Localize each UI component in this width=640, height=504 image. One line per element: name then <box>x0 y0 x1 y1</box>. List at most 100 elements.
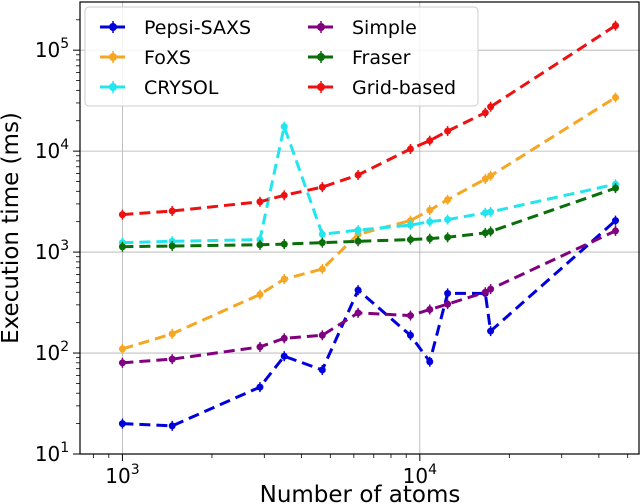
data-point <box>487 327 495 335</box>
data-point <box>426 137 434 145</box>
data-point <box>318 331 326 339</box>
data-point <box>406 221 414 229</box>
series-grid-based <box>118 20 620 220</box>
data-point <box>256 241 264 249</box>
data-point <box>426 305 434 313</box>
data-point <box>280 123 288 131</box>
data-point <box>318 265 326 273</box>
data-point <box>406 236 414 244</box>
tick-marks <box>73 19 629 461</box>
y-tick-label: 105 <box>35 36 69 62</box>
data-point <box>354 237 362 245</box>
legend-marker <box>109 83 117 91</box>
data-point <box>444 289 452 297</box>
data-point <box>487 285 495 293</box>
legend-item-crysol: CRYSOL <box>100 77 219 99</box>
series-layer <box>118 20 620 431</box>
series-fraser <box>118 183 620 252</box>
data-point <box>354 226 362 234</box>
data-point <box>118 243 126 251</box>
series-line-foxs <box>121 96 617 351</box>
legend-item-pepsi-saxs: Pepsi-SAXS <box>100 17 251 39</box>
series-line-crysol <box>122 121 616 245</box>
data-point <box>318 366 326 374</box>
data-point <box>118 211 126 219</box>
legend: Pepsi-SAXS FoXS CRYSOL Simple Fraser Grid-bas… <box>84 6 479 107</box>
data-point <box>444 233 452 241</box>
legend-item-foxs: FoXS <box>100 47 191 69</box>
data-point <box>256 343 264 351</box>
data-point <box>444 196 452 204</box>
data-point <box>612 227 620 235</box>
data-point <box>612 217 620 225</box>
x-tick-label: 103 <box>105 462 139 488</box>
legend-item-simple: Simple <box>308 17 417 39</box>
data-point <box>280 191 288 199</box>
data-point <box>481 175 489 183</box>
series-line-fraser <box>122 186 616 249</box>
series-crysol <box>118 121 620 248</box>
data-point <box>354 286 362 294</box>
data-point <box>487 172 495 180</box>
data-point <box>318 230 326 238</box>
data-point <box>487 103 495 111</box>
series-line-pepsi-saxs <box>122 219 617 428</box>
data-point <box>612 93 620 101</box>
legend-marker <box>109 53 117 61</box>
legend-marker <box>317 23 325 31</box>
legend-label: CRYSOL <box>144 77 219 99</box>
data-point <box>256 236 264 244</box>
data-point <box>256 291 264 299</box>
y-tick-label: 103 <box>35 238 69 264</box>
legend-label: FoXS <box>144 47 191 69</box>
data-point <box>280 352 288 360</box>
data-point <box>487 208 495 216</box>
data-point <box>481 288 489 296</box>
data-point <box>426 235 434 243</box>
data-point <box>406 331 414 339</box>
legend-box <box>84 6 479 107</box>
legend-marker <box>317 83 325 91</box>
data-point <box>481 229 489 237</box>
legend-label: Simple <box>352 17 417 39</box>
data-point <box>612 22 620 30</box>
data-point <box>444 300 452 308</box>
legend-item-grid-based: Grid-based <box>308 77 456 99</box>
y-axis-label: Execution time (ms) <box>0 112 24 344</box>
data-point <box>118 345 126 353</box>
data-point <box>426 206 434 214</box>
data-point <box>118 359 126 367</box>
data-point <box>168 422 176 430</box>
y-tick-label: 102 <box>35 339 69 365</box>
series-line-simple <box>122 229 617 365</box>
y-tick-label: 101 <box>35 440 69 466</box>
plot-frame <box>79 1 640 455</box>
legend-label: Fraser <box>352 47 411 69</box>
legend-item-fraser: Fraser <box>308 47 411 69</box>
data-point <box>406 145 414 153</box>
series-simple <box>118 225 620 368</box>
data-point <box>256 383 264 391</box>
data-point <box>318 239 326 247</box>
data-point <box>118 420 126 428</box>
data-point <box>481 209 489 217</box>
data-point <box>426 358 434 366</box>
y-tick-label: 104 <box>35 137 69 163</box>
data-point <box>487 227 495 235</box>
data-point <box>444 127 452 135</box>
series-pepsi-saxs <box>118 215 620 431</box>
data-point <box>406 312 414 320</box>
legend-label: Grid-based <box>352 77 456 99</box>
data-point <box>280 275 288 283</box>
data-point <box>612 184 620 192</box>
data-point <box>481 109 489 117</box>
data-point <box>426 218 434 226</box>
legend-marker <box>109 23 117 31</box>
data-point <box>256 198 264 206</box>
data-point <box>168 207 176 215</box>
data-point <box>280 240 288 248</box>
data-point <box>168 242 176 250</box>
legend-marker <box>317 53 325 61</box>
data-point <box>318 183 326 191</box>
